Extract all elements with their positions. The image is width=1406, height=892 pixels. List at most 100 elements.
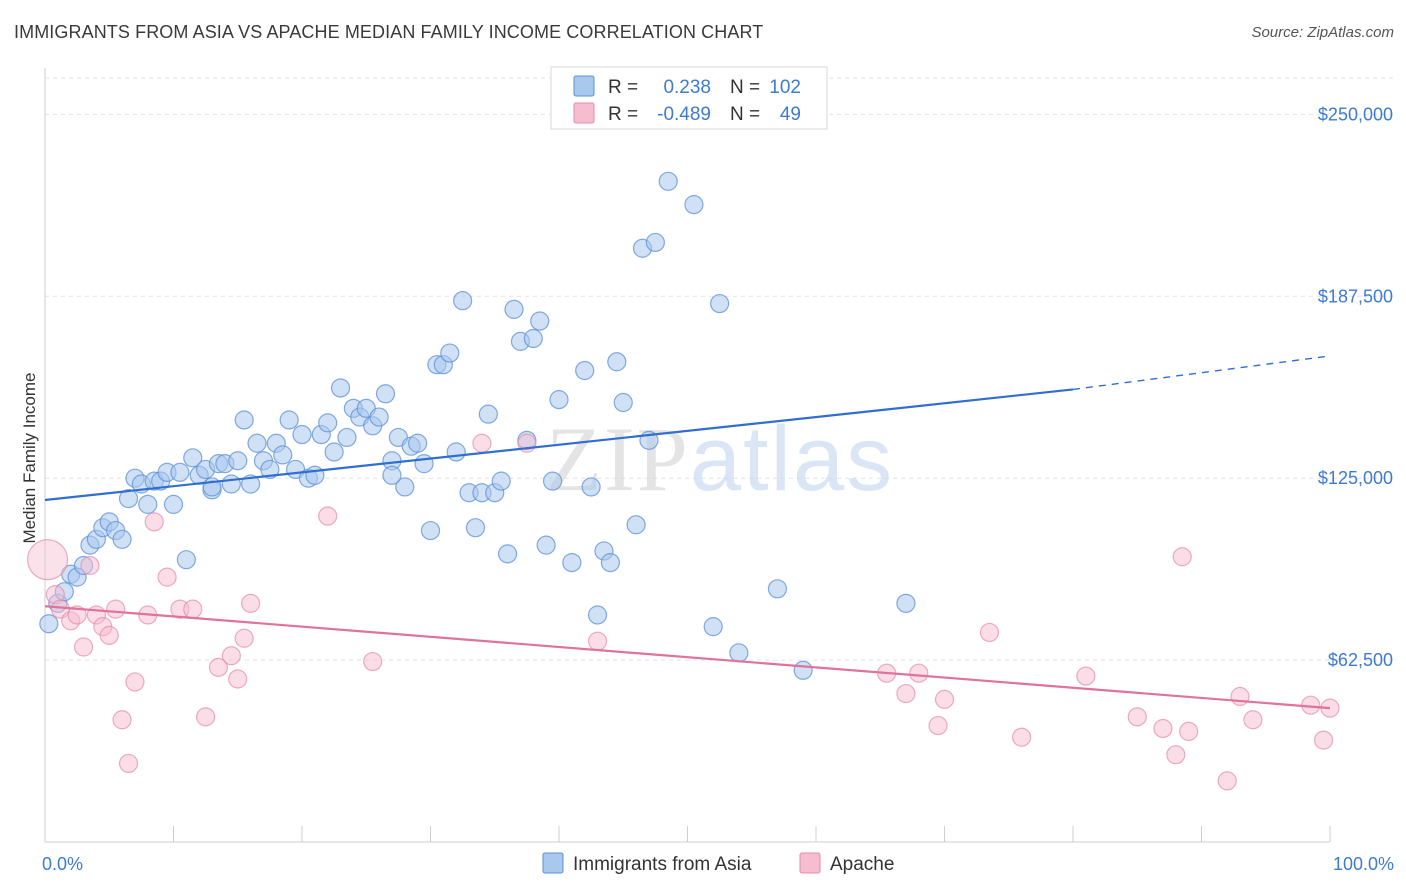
data-point-apache xyxy=(112,710,132,730)
data-point-apache xyxy=(1011,727,1032,747)
data-point-asia xyxy=(330,378,351,398)
data-point-asia xyxy=(575,360,595,381)
source-label: Source: ZipAtlas.com xyxy=(1251,24,1394,41)
data-point-asia xyxy=(138,494,158,514)
data-point-asia xyxy=(292,424,312,445)
data-point-asia xyxy=(395,477,415,497)
x-tick-label-left: 0.0% xyxy=(42,854,83,874)
x-tick-label-right: 100.0% xyxy=(1333,854,1394,874)
data-point-asia xyxy=(498,544,518,564)
y-tick-label: $125,000 xyxy=(1318,468,1393,488)
data-point-asia xyxy=(600,552,621,573)
data-point-apache xyxy=(1153,718,1173,739)
y-axis-label: Median Family Income xyxy=(20,372,39,543)
data-point-asia xyxy=(523,328,543,349)
data-point-apache xyxy=(1166,745,1186,765)
data-point-asia xyxy=(684,195,704,215)
data-point-asia xyxy=(318,413,338,433)
data-point-apache xyxy=(587,631,608,651)
data-point-apache xyxy=(1243,710,1263,730)
data-point-asia xyxy=(729,643,749,663)
data-point-apache xyxy=(157,567,177,587)
legend-swatch-blue xyxy=(573,75,595,97)
data-point-apache xyxy=(1217,771,1237,791)
data-point-asia xyxy=(607,352,627,372)
data-point-asia xyxy=(587,605,608,625)
data-point-apache xyxy=(979,622,1000,643)
data-point-asia xyxy=(645,232,665,253)
data-point-asia xyxy=(562,552,582,573)
data-point-apache xyxy=(1179,721,1199,742)
data-point-apache xyxy=(1313,730,1334,750)
data-point-apache xyxy=(26,539,69,581)
legend-label-apache: Apache xyxy=(830,854,894,875)
data-point-asia xyxy=(234,410,254,430)
data-point-asia xyxy=(382,465,402,485)
legend-n-label-1: N = xyxy=(730,77,760,98)
data-point-apache xyxy=(1076,666,1096,686)
data-point-apache xyxy=(118,753,139,774)
data-point-apache xyxy=(196,707,216,727)
chart-title: IMMIGRANTS FROM ASIA VS APACHE MEDIAN FA… xyxy=(14,22,764,42)
data-point-apache xyxy=(472,433,492,453)
data-point-apache xyxy=(909,663,929,683)
data-point-asia xyxy=(453,291,473,311)
data-point-asia xyxy=(703,617,723,637)
trend-line-asia-extension xyxy=(1072,355,1331,391)
data-point-apache xyxy=(928,715,948,736)
legend-r-value-2: -0.489 xyxy=(657,104,711,125)
data-point-asia xyxy=(478,404,498,424)
legend-swatch-pink xyxy=(573,102,595,124)
data-point-asia xyxy=(170,462,190,482)
legend-n-value-1: 102 xyxy=(769,77,801,98)
data-point-apache xyxy=(896,683,916,704)
data-point-asia xyxy=(414,454,434,474)
data-point-asia xyxy=(491,471,511,491)
watermark: ZIPatlas xyxy=(546,408,894,510)
legend-n-value-2: 49 xyxy=(780,104,801,125)
data-point-asia xyxy=(375,384,396,404)
data-point-asia xyxy=(337,427,357,448)
data-point-asia xyxy=(118,488,139,509)
data-point-asia xyxy=(542,471,563,491)
data-point-asia xyxy=(273,445,293,465)
grid-lines xyxy=(45,77,1395,661)
data-point-asia xyxy=(279,410,299,430)
data-point-asia xyxy=(549,390,569,410)
data-point-asia xyxy=(536,535,556,555)
data-point-asia xyxy=(626,515,646,535)
trend-line-asia xyxy=(44,388,1074,502)
data-point-apache xyxy=(183,599,203,619)
data-point-apache xyxy=(1172,547,1192,567)
data-point-asia xyxy=(241,474,261,494)
data-point-asia xyxy=(581,477,601,497)
data-point-apache xyxy=(1127,707,1147,727)
data-point-asia xyxy=(793,660,813,680)
data-point-asia xyxy=(896,593,916,613)
axes xyxy=(44,68,1331,843)
data-point-asia xyxy=(530,311,550,331)
trend-line-apache xyxy=(44,605,1331,710)
trend-lines xyxy=(44,355,1331,710)
data-point-apache xyxy=(241,593,261,613)
data-point-asia xyxy=(305,465,325,485)
legend-r-label-2: R = xyxy=(608,104,638,125)
data-point-apache xyxy=(125,672,145,692)
data-point-asia xyxy=(183,448,203,468)
data-point-asia xyxy=(504,299,524,319)
data-point-asia xyxy=(176,550,196,570)
data-point-asia xyxy=(324,442,344,462)
legend-swatch-immigrants-from-asia xyxy=(542,852,564,874)
data-point-apache xyxy=(144,512,164,532)
data-point-apache xyxy=(934,689,955,709)
data-point-asia xyxy=(446,442,466,462)
correlation-legend: R = 0.238 N = 102 R = -0.489 N = 49 xyxy=(550,66,828,130)
legend-r-value-1: 0.238 xyxy=(663,77,711,98)
data-point-asia xyxy=(465,518,486,538)
data-point-apache xyxy=(106,599,126,619)
data-point-asia xyxy=(228,451,248,471)
data-point-apache xyxy=(221,646,241,666)
data-point-asia xyxy=(39,614,59,634)
legend-n-label-2: N = xyxy=(730,104,760,125)
